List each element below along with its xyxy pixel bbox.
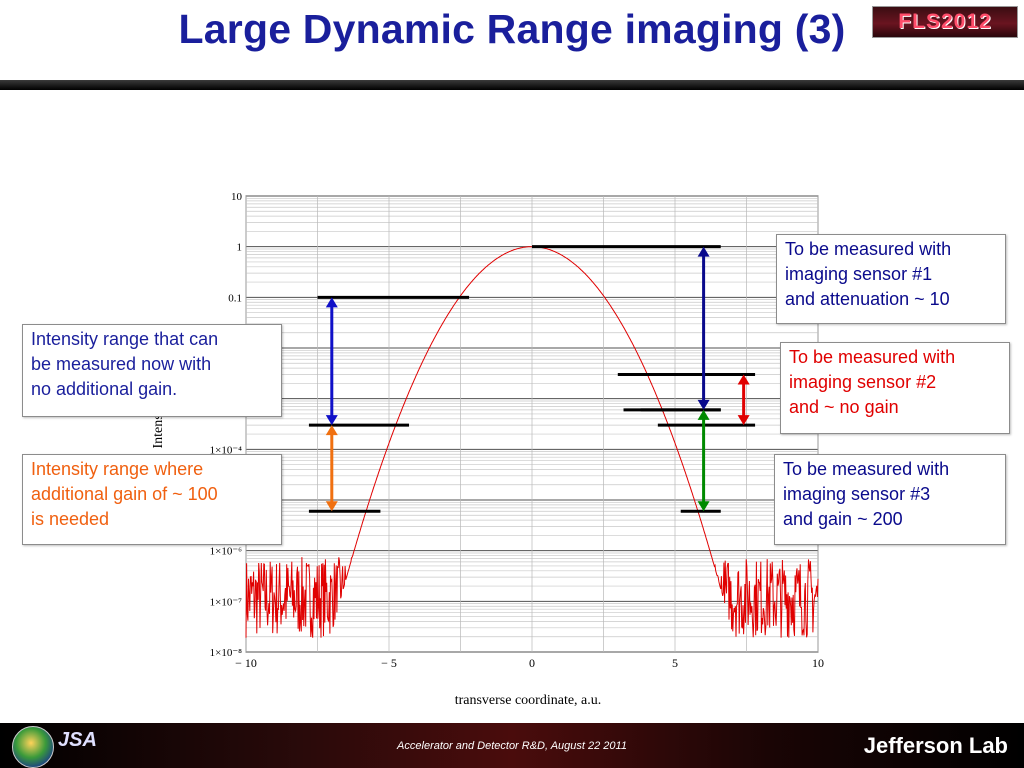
jefferson-lab-logo: Jefferson Lab: [863, 733, 1008, 758]
x-tick-label: − 5: [381, 656, 397, 670]
y-tick-label: 1×10⁻⁸: [210, 647, 243, 659]
range-arrow-head-top: [697, 409, 710, 420]
range-arrow-head-bottom: [697, 399, 710, 410]
range-arrow-head-bottom: [737, 415, 750, 426]
callout-sensor-1: To be measured with imaging sensor #1 an…: [776, 234, 1006, 324]
range-arrow-head-top: [697, 246, 710, 257]
y-tick-label: 1×10⁻⁷: [210, 596, 243, 608]
y-tick-label: 1×10⁻⁴: [210, 444, 243, 456]
y-tick-label: 1: [237, 242, 243, 254]
range-arrow-head-top: [325, 297, 338, 308]
range-arrow-head-bottom: [697, 501, 710, 512]
y-tick-label: 0.1: [228, 292, 242, 304]
y-tick-label: 10: [231, 191, 243, 203]
conference-logo: FLS2012: [872, 6, 1018, 38]
intensity-plot: 10 1 0.1 1×10⁻⁴ 1×10⁻⁶ 1×10⁻⁷ 1×10⁻⁸− 10 − 5 0 5 1…: [151, 191, 824, 708]
x-tick-label: 10: [812, 656, 824, 670]
callout-sensor-2: To be measured with imaging sensor #2 an…: [780, 342, 1010, 434]
range-arrow-head-bottom: [325, 501, 338, 512]
conference-logo-text: FLS2012: [898, 10, 992, 33]
range-arrow-head-bottom: [325, 415, 338, 426]
callout-current-range: Intensity range that can be measured now…: [22, 324, 282, 417]
x-tick-label: 0: [529, 656, 535, 670]
callout-gain-range: Intensity range where additional gain of…: [22, 454, 282, 545]
footer-text: Accelerator and Detector R&D, August 22 …: [397, 740, 627, 752]
range-arrow-head-top: [325, 425, 338, 436]
callout-sensor-3: To be measured with imaging sensor #3 an…: [774, 454, 1006, 545]
range-arrow-head-top: [737, 374, 750, 385]
x-tick-label: 5: [672, 656, 678, 670]
x-tick-label: − 10: [235, 656, 257, 670]
x-axis-label: transverse coordinate, a.u.: [455, 693, 602, 708]
y-tick-label: 1×10⁻⁶: [210, 546, 243, 558]
jsa-logo: JSA: [58, 729, 97, 751]
title-divider-bar: [0, 80, 1024, 90]
slide-title: Large Dynamic Range imaging (3): [178, 6, 846, 52]
footer-bar: JSA Accelerator and Detector R&D, August…: [0, 723, 1024, 768]
